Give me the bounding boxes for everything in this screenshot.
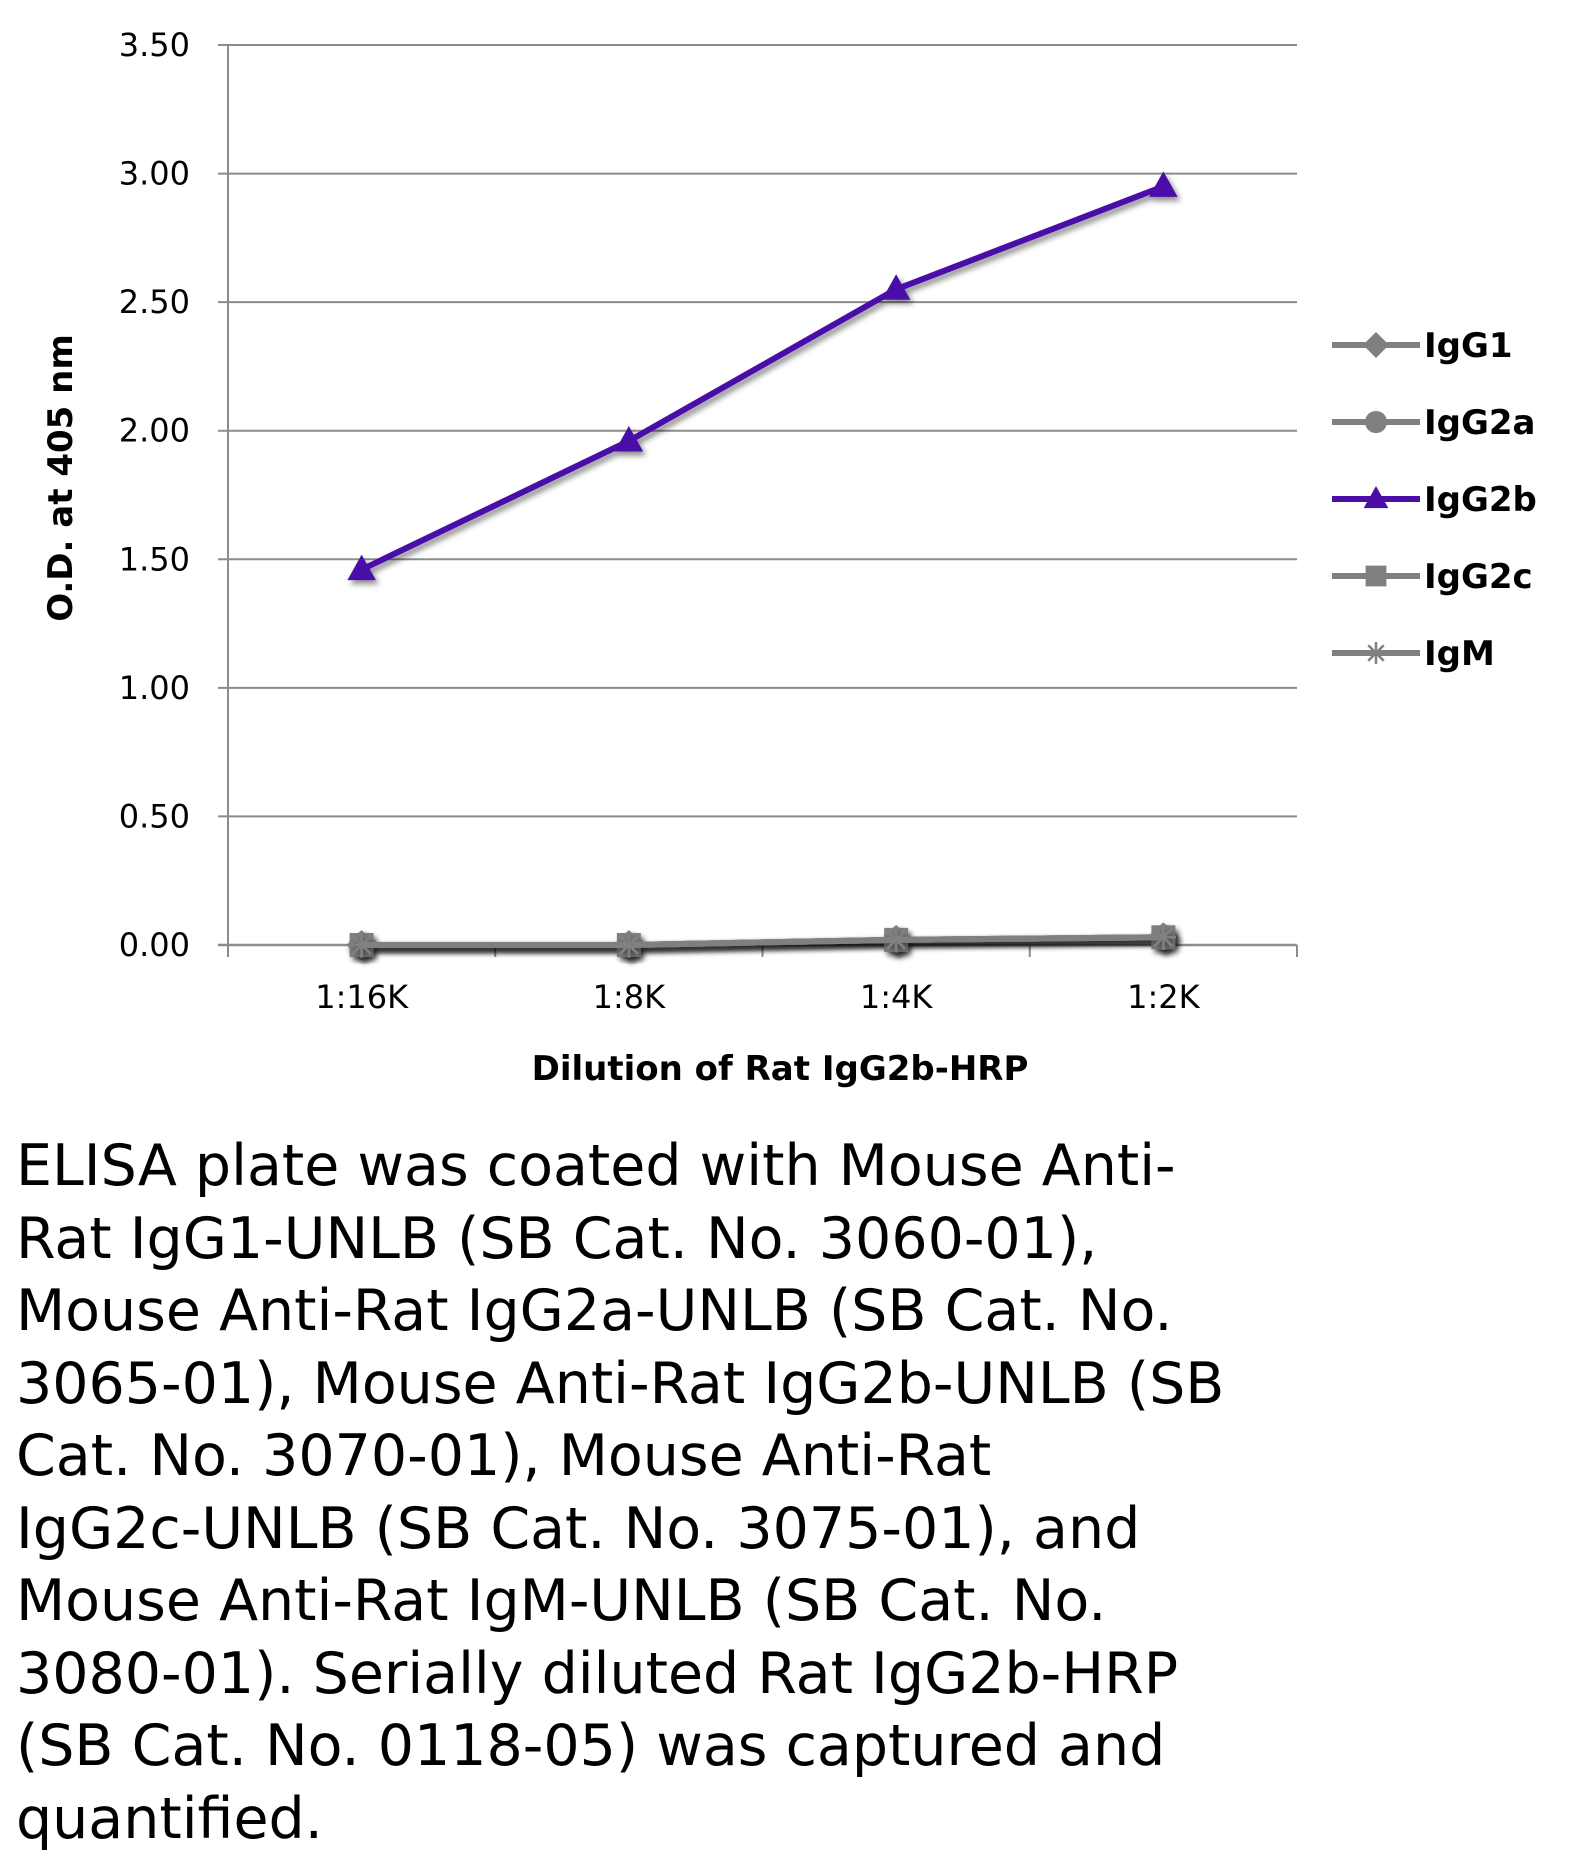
elisa-line-chart: 0.000.501.001.502.002.503.003.50 1:16K 1:… — [41, 26, 1537, 1089]
data-point — [881, 274, 911, 300]
x-tick-label: 1:8K — [593, 978, 667, 1016]
y-tick-label: 1.50 — [119, 540, 190, 578]
caption-line: 3065-01), Mouse Anti-Rat IgG2b-UNLB (SB — [16, 1350, 1225, 1417]
series-line — [361, 934, 1164, 948]
y-tick-label: 3.50 — [119, 26, 190, 64]
data-point — [347, 554, 376, 581]
data-point — [614, 426, 644, 452]
caption-line: Mouse Anti-Rat IgM-UNLB (SB Cat. No. — [16, 1568, 1107, 1634]
y-tick-labels: 0.00 0.50 1.00 1.50 2.00 2.50 3.00 3.50 — [119, 26, 190, 964]
x-tick-label: 1:2K — [1127, 978, 1201, 1016]
legend-label: IgG2b — [1424, 480, 1537, 520]
y-axis-title: O.D. at 405 nm — [41, 334, 81, 622]
caption-line: IgG2c-UNLB (SB Cat. No. 3075-01), and — [16, 1495, 1141, 1562]
axes — [218, 45, 1298, 957]
legend-label: IgG1 — [1424, 326, 1513, 366]
gridlines — [218, 44, 1297, 818]
legend-marker — [1363, 486, 1389, 509]
figure-caption: ELISA plate was coated with Mouse Anti- R… — [16, 1130, 1556, 1855]
y-tick-label: 2.50 — [119, 283, 190, 321]
y-tick-label: 0.50 — [119, 797, 190, 835]
caption-line: quantified. — [16, 1785, 323, 1852]
star-stroke — [351, 935, 372, 955]
data-point — [348, 932, 375, 958]
x-tick-label: 1:16K — [315, 978, 409, 1016]
caption-line: (SB Cat. No. 0118-05) was captured and — [16, 1713, 1166, 1779]
data-point — [616, 932, 642, 958]
series-igg2b — [347, 171, 1178, 581]
data-point — [1150, 924, 1177, 951]
star-stroke — [886, 930, 906, 950]
x-tick-label: 1:4K — [860, 978, 934, 1016]
series-line — [360, 183, 1165, 573]
legend-item-igm: IgM — [1332, 634, 1495, 674]
legend-label: IgG2a — [1424, 403, 1536, 443]
x-axis-title: Dilution of Rat IgG2b-HRP — [532, 1049, 1029, 1089]
data-point — [1149, 171, 1178, 197]
legend: IgG1 IgG2a IgG2b IgG2c IgM — [1332, 326, 1537, 674]
caption-line: 3080-01). Serially diluted Rat IgG2b-HRP — [16, 1640, 1179, 1707]
legend-marker — [1365, 565, 1387, 587]
caption-line: ELISA plate was coated with Mouse Anti- — [16, 1133, 1176, 1199]
series-igm — [348, 924, 1177, 958]
legend-item-igg1: IgG1 — [1332, 326, 1513, 366]
series-lines — [346, 171, 1179, 960]
y-tick-label: 0.00 — [119, 926, 190, 964]
y-tick-label: 2.00 — [119, 412, 190, 450]
legend-item-igg2b: IgG2b — [1332, 480, 1537, 520]
x-tick-labels: 1:16K 1:8K 1:4K 1:2K — [315, 978, 1200, 1016]
legend-label: IgG2c — [1424, 557, 1533, 597]
legend-item-igg2c: IgG2c — [1332, 557, 1533, 597]
caption-line: Mouse Anti-Rat IgG2a-UNLB (SB Cat. No. — [16, 1278, 1173, 1344]
y-tick-label: 1.00 — [119, 669, 190, 707]
legend-item-igg2a: IgG2a — [1332, 403, 1536, 443]
legend-marker — [1364, 641, 1388, 665]
star-stroke — [1153, 927, 1174, 948]
legend-label: IgM — [1424, 634, 1495, 674]
data-point — [883, 927, 909, 953]
caption-line: Cat. No. 3070-01), Mouse Anti-Rat — [16, 1423, 992, 1489]
legend-marker — [1363, 332, 1389, 358]
y-tick-label: 3.00 — [119, 155, 190, 193]
star-stroke — [1367, 644, 1385, 662]
legend-marker — [1364, 410, 1388, 434]
caption-line: Rat IgG1-UNLB (SB Cat. No. 3060-01), — [16, 1205, 1098, 1272]
star-stroke — [619, 935, 639, 955]
